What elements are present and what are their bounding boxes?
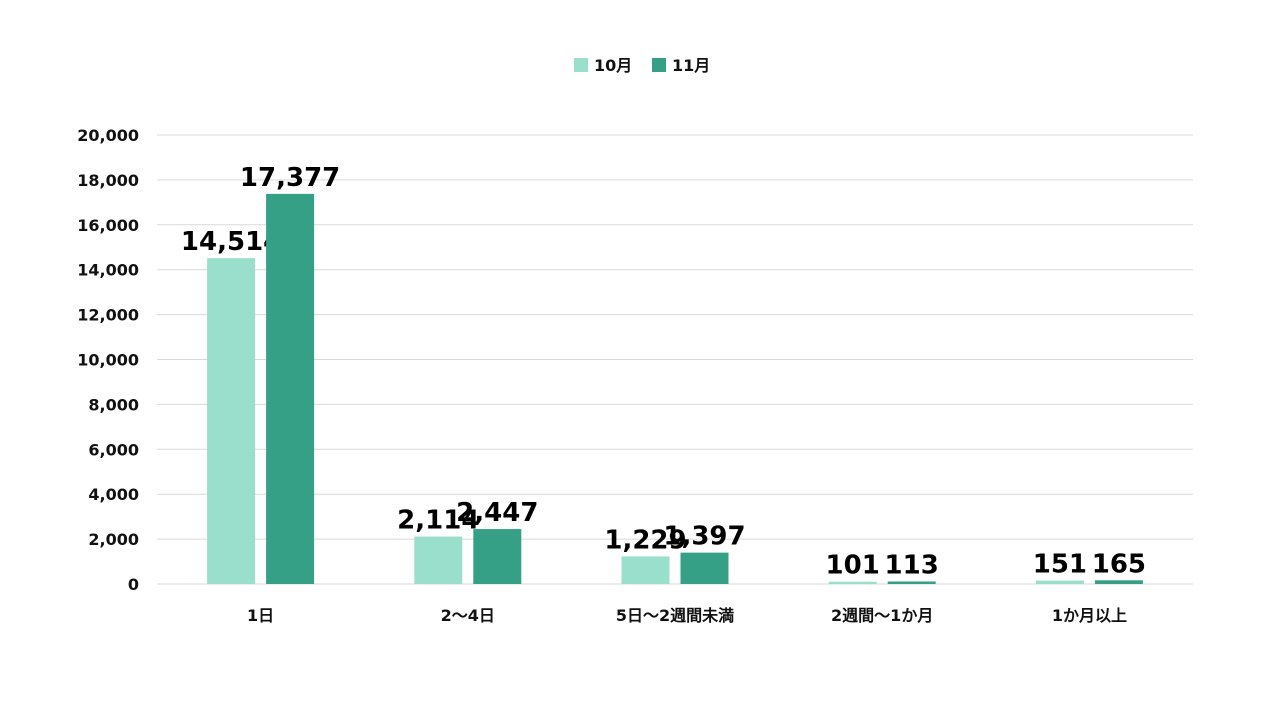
bar-2-5	[1094, 580, 1143, 584]
y-tick-label: 8,000	[88, 395, 139, 414]
data-label: 151	[1033, 550, 1087, 580]
y-tick-label: 0	[128, 575, 139, 594]
legend-label: 10月	[594, 56, 632, 75]
x-category-label: 1日	[247, 606, 274, 625]
bar-1-5	[1035, 580, 1084, 584]
y-tick-label: 10,000	[77, 351, 139, 370]
y-tick-label: 6,000	[88, 440, 139, 459]
y-tick-label: 18,000	[77, 171, 139, 190]
data-label: 1,229	[604, 525, 686, 555]
x-category-label: 2週間～1か月	[831, 606, 933, 625]
y-tick-label: 4,000	[88, 485, 139, 504]
bar-1-4	[828, 581, 877, 584]
bar-2-3	[680, 552, 729, 584]
bar-2-1	[266, 193, 315, 584]
y-tick-label: 12,000	[77, 306, 139, 325]
x-category-label: 2～4日	[441, 606, 495, 625]
bar-1-3	[621, 556, 670, 584]
x-category-label: 5日～2週間未満	[616, 606, 734, 625]
legend-label: 11月	[672, 56, 710, 75]
bar-1-1	[207, 258, 256, 584]
bar-2-4	[887, 581, 936, 584]
legend-swatch	[574, 58, 588, 72]
y-tick-label: 14,000	[77, 261, 139, 280]
data-label: 1,397	[663, 522, 745, 552]
data-label: 101	[826, 551, 880, 581]
data-label: 17,377	[240, 163, 340, 193]
data-label: 2,447	[456, 498, 538, 528]
y-tick-label: 16,000	[77, 216, 139, 235]
bar-2-2	[473, 529, 522, 584]
data-label: 2,114	[397, 506, 479, 536]
y-tick-label: 20,000	[77, 126, 139, 145]
data-label: 165	[1092, 549, 1146, 579]
y-tick-label: 2,000	[88, 530, 139, 549]
x-category-label: 1か月以上	[1052, 606, 1127, 625]
data-label: 14,514	[181, 227, 281, 257]
legend-swatch	[652, 58, 666, 72]
data-label: 113	[885, 550, 939, 580]
bar-1-2	[414, 536, 463, 584]
